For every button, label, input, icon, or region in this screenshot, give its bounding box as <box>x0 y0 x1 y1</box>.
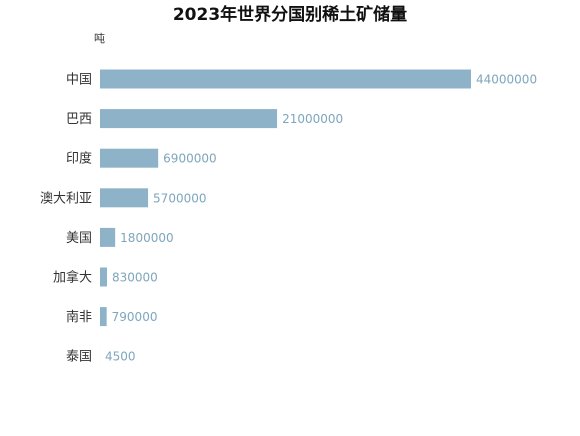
category-label: 美国 <box>66 231 92 246</box>
bar[interactable] <box>100 148 159 168</box>
category-label: 泰国 <box>66 350 92 365</box>
category-label: 加拿大 <box>53 270 92 286</box>
bar[interactable] <box>100 188 149 208</box>
category-label: 南非 <box>66 309 92 325</box>
bar[interactable] <box>100 69 471 89</box>
category-label: 巴西 <box>66 112 92 127</box>
bar[interactable] <box>100 227 116 247</box>
chart-title: 2023年世界分国别稀土矿储量 <box>173 4 407 25</box>
value-label: 44000000 <box>476 73 537 87</box>
bar[interactable] <box>100 109 278 129</box>
value-label: 5700000 <box>153 191 206 205</box>
value-label: 1800000 <box>120 231 173 245</box>
category-label: 印度 <box>66 151 92 167</box>
bar[interactable] <box>100 267 107 287</box>
value-label: 6900000 <box>163 152 216 166</box>
bar[interactable] <box>100 307 107 327</box>
category-label: 澳大利亚 <box>40 190 92 206</box>
category-label: 中国 <box>66 73 92 88</box>
value-label: 830000 <box>112 271 158 285</box>
value-label: 790000 <box>112 310 158 324</box>
bars-group: 中国 44000000 巴西 21000000 印度 6900000 澳大利亚 5700000… <box>40 69 537 366</box>
value-label: 21000000 <box>282 112 343 126</box>
unit-label: 吨 <box>94 32 105 45</box>
value-label: 4500 <box>105 350 136 364</box>
